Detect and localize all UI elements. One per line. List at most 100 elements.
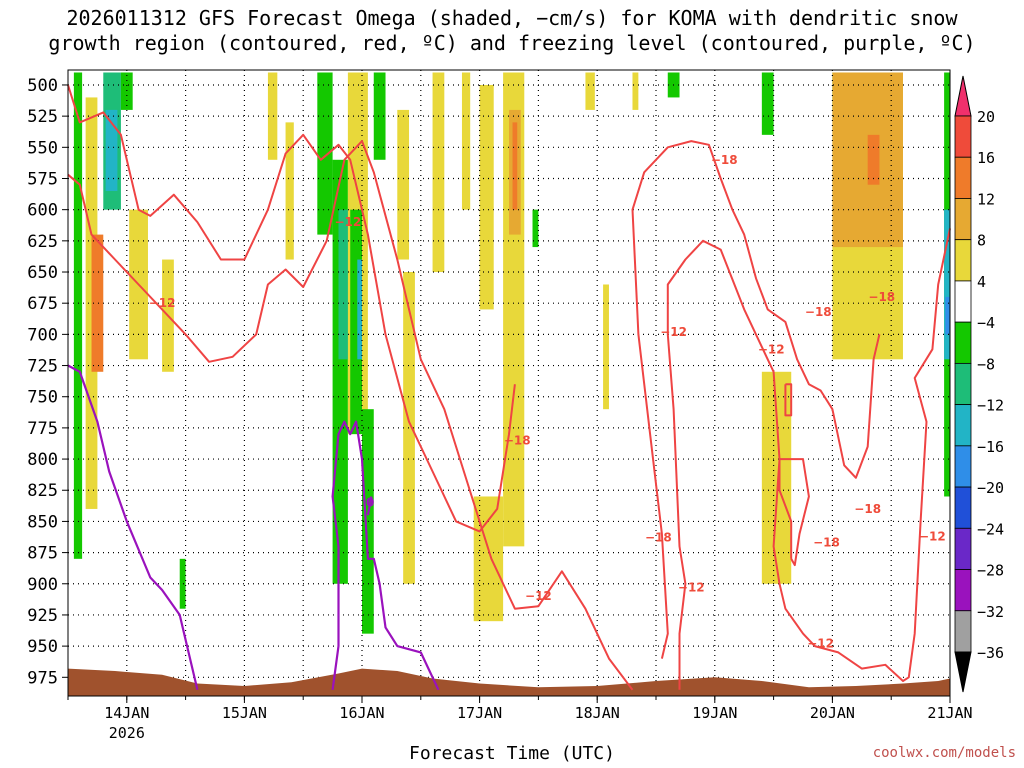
colorbar-label-5: −4 [977,314,995,332]
omega-shade-0 [73,72,83,559]
y-tick-label-16: 900 [27,575,58,595]
omega-shade-2 [91,234,104,372]
y-tick-label-4: 600 [27,201,58,221]
contour-label-10: −18 [813,536,840,550]
omega-shade-13 [338,209,351,360]
chart-title-line-1: 2026011312 GFS Forecast Omega (shaded, −… [66,6,958,30]
y-tick-label-8: 700 [27,325,58,345]
y-tick-label-19: 975 [27,668,58,688]
dendritic-contour-1 [67,84,516,533]
dendritic-contour-5 [784,383,793,417]
dendritic-contour-3 [631,140,881,659]
omega-shade-22 [461,72,471,210]
colorbar-label-1: 16 [977,149,995,167]
colorbar-box-0 [954,115,972,158]
contour-label-2: −18 [504,433,531,447]
y-tick-label-7: 675 [27,294,58,314]
chart-title-line-2: growth region (contoured, red, ºC) and f… [48,31,976,55]
x-tick-label-3: 17JAN [457,704,502,722]
contour-label-15: 0 [366,496,374,510]
y-tick-label-3: 575 [27,169,58,189]
contour-label-9: −18 [805,305,832,319]
y-tick-label-10: 750 [27,388,58,408]
colorbar-label-7: −12 [977,397,1004,415]
axes: 500 525 550 575 600 625 650 675 700 725 750 775 800 8… [27,69,973,742]
x-tick-label-5: 19JAN [692,704,737,722]
contour-label-12: −18 [854,502,881,516]
omega-shade-40 [944,209,950,360]
contour-label-7: −18 [711,153,738,167]
freezing-level-contour-0 [67,364,199,691]
contour-label-3: −12 [525,589,552,603]
omega-shade-20 [403,272,415,584]
omega-shade-16 [357,259,362,360]
contour-label-0: −12 [335,215,362,229]
colorbar-label-8: −16 [977,438,1004,456]
omega-shade-15 [350,209,362,435]
x-tick-label-6: 20JAN [810,704,855,722]
colorbar-box-9 [954,486,972,529]
y-tick-label-14: 850 [27,512,58,532]
colorbar: 20 16 12 8 4 −4 −8 −12 −16 −20 −24 −28 −32 −36 [954,75,1004,693]
omega-shade-23 [479,84,494,310]
omega-shade-10 [285,122,294,260]
colorbar-box-2 [954,198,972,241]
colorbar-label-13: −36 [977,644,1004,662]
contour-label-1: −12 [149,296,176,310]
dendritic-contour-2 [666,228,951,690]
colorbar-box-4 [954,280,972,323]
omega-shade-27 [512,122,518,210]
contour-label-6: −12 [678,581,705,595]
x-axis-title: Forecast Time (UTC) [409,743,615,764]
omega-shade-11 [317,72,333,235]
y-tick-label-12: 800 [27,450,58,470]
contour-label-11: −12 [807,637,834,651]
colorbar-label-9: −20 [977,479,1004,497]
omega-shade-41 [945,296,950,335]
colorbar-label-2: 12 [977,190,995,208]
colorbar-box-5 [954,321,972,364]
colorbar-box-12 [954,610,972,653]
x-tick-label-2: 16JAN [339,704,384,722]
colorbar-label-10: −24 [977,520,1004,538]
omega-shade-4 [105,109,118,191]
colorbar-box-1 [954,156,972,199]
y-tick-label-13: 825 [27,481,58,501]
omega-shade-19 [397,109,410,260]
y-tick-label-17: 925 [27,606,58,626]
contour-label-14: −12 [919,529,946,543]
colorbar-box-10 [954,527,972,570]
colorbar-box-8 [954,445,972,488]
y-tick-label-5: 625 [27,232,58,252]
plot-frame [67,69,951,697]
y-tick-label-9: 725 [27,357,58,377]
colorbar-label-4: 4 [977,273,986,291]
x-tick-label-0: 14JAN [104,704,149,722]
colorbar-label-0: 20 [977,108,995,126]
colorbar-box-3 [954,239,972,282]
omega-shade-9 [267,72,278,160]
omega-shade-33 [761,72,774,135]
colorbar-box-11 [954,569,972,612]
colorbar-label-11: −28 [977,562,1004,580]
contour-label-5: −12 [660,325,687,339]
y-tick-label-2: 550 [27,138,58,158]
y-tick-label-11: 775 [27,419,58,439]
freezing-level-contour-2 [366,496,373,516]
colorbar-label-12: −32 [977,603,1004,621]
omega-shade-31 [632,72,639,110]
omega-shade-29 [585,72,595,110]
plot-area: −12 −12 −18 −12 −18 −12 −12 −18 −12 −18 −18 −12 −18 −… [67,70,951,696]
freezing-level-contour-1 [331,420,440,691]
omega-shade-17 [362,409,374,634]
x-year-label: 2026 [109,724,145,742]
colorbar-top-arrow [954,75,972,117]
x-tick-label-7: 21JAN [927,704,972,722]
chart-title: 2026011312 GFS Forecast Omega (shaded, −… [0,6,1024,56]
omega-shade-30 [603,284,609,410]
y-tick-label-1: 525 [27,107,58,127]
source-credit: coolwx.com/models [872,745,1016,761]
colorbar-box-6 [954,362,972,406]
y-tick-label-6: 650 [27,263,58,283]
omega-shade-5 [120,72,133,110]
